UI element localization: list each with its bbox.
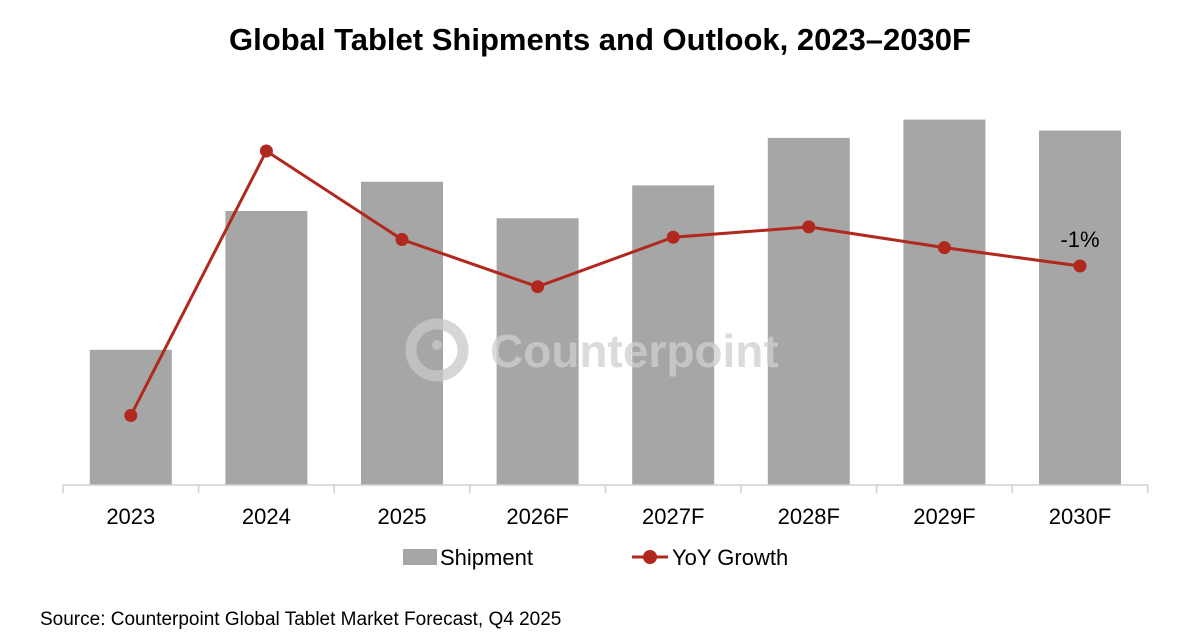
watermark-logo-icon [405, 318, 469, 382]
x-tick-label: 2030F [1049, 504, 1111, 529]
legend-shipment-label: Shipment [440, 545, 533, 570]
legend-growth-label: YoY Growth [672, 545, 788, 570]
x-tick-label: 2023 [106, 504, 155, 529]
x-tick-label: 2029F [913, 504, 975, 529]
growth-point-2026F [531, 280, 545, 294]
x-tick-label: 2027F [642, 504, 704, 529]
bar-shipment-2030F [1039, 130, 1121, 486]
growth-point-2024 [259, 144, 273, 158]
legend: Shipment YoY Growth [403, 545, 788, 570]
bar-shipment-2029F [903, 119, 986, 485]
growth-point-2029F [937, 241, 951, 255]
legend-shipment-swatch [403, 549, 437, 565]
chart-title: Global Tablet Shipments and Outlook, 202… [229, 22, 971, 57]
x-tick-label: 2026F [506, 504, 568, 529]
data-label: -1% [1060, 227, 1099, 252]
bar-shipment-2028F [767, 137, 850, 485]
bar-shipment-2025 [361, 181, 443, 485]
growth-point-2028F [802, 220, 816, 234]
growth-point-2025 [395, 233, 409, 247]
x-tick-label: 2025 [378, 504, 427, 529]
growth-point-2027F [666, 230, 680, 244]
x-tick-label: 2024 [242, 504, 291, 529]
x-tick-label: 2028F [778, 504, 840, 529]
bar-shipment-2024 [225, 210, 308, 485]
growth-point-2023 [124, 409, 138, 422]
source-note: Source: Counterpoint Global Tablet Marke… [40, 609, 562, 630]
growth-line [129, 148, 1081, 417]
bar-shipment-2026F [496, 218, 579, 485]
legend-growth-marker [643, 550, 657, 564]
watermark-text: Counterpoint [490, 325, 779, 377]
watermark: Counterpoint [405, 318, 779, 382]
growth-point-2030F [1073, 259, 1087, 273]
